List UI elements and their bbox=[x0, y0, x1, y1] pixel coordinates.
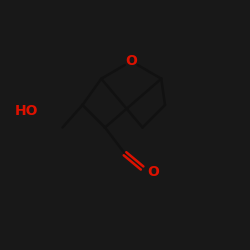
Text: O: O bbox=[148, 166, 160, 179]
Text: O: O bbox=[125, 54, 137, 68]
Text: HO: HO bbox=[15, 104, 39, 118]
